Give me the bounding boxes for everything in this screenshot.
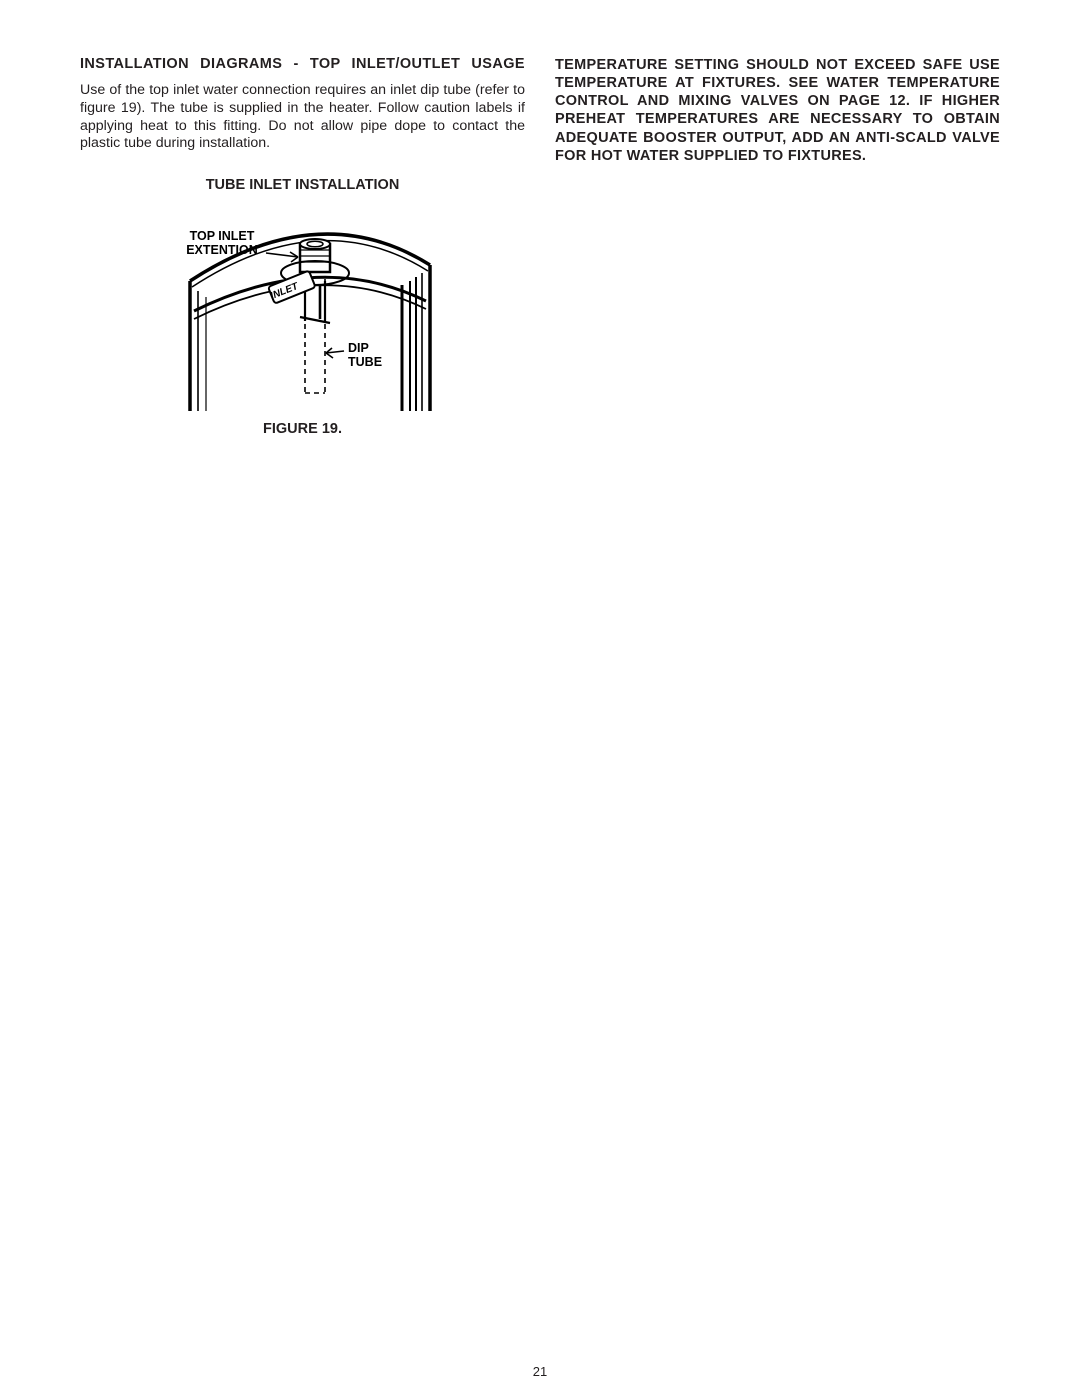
label-line-1: TOP INLET: [190, 229, 255, 243]
label-dip-2: TUBE: [348, 355, 382, 369]
section-heading: INSTALLATION DIAGRAMS - TOP INLET/OUTLET…: [80, 56, 525, 72]
label-dip-tube: DIP TUBE: [348, 341, 382, 370]
left-column: INSTALLATION DIAGRAMS - TOP INLET/OUTLET…: [80, 56, 525, 452]
right-column: TEMPERATURE SETTING SHOULD NOT EXCEED SA…: [555, 56, 1000, 452]
figure-19: TOP INLET EXTENTION DIP TUBE INLET FIGUR…: [80, 201, 525, 437]
label-line-2: EXTENTION: [186, 243, 258, 257]
tank-diagram: TOP INLET EXTENTION DIP TUBE INLET: [170, 201, 435, 411]
page: INSTALLATION DIAGRAMS - TOP INLET/OUTLET…: [0, 0, 1080, 1397]
figure-title: TUBE INLET INSTALLATION: [80, 177, 525, 193]
temperature-warning: TEMPERATURE SETTING SHOULD NOT EXCEED SA…: [555, 56, 1000, 165]
two-column-layout: INSTALLATION DIAGRAMS - TOP INLET/OUTLET…: [80, 56, 1000, 452]
figure-caption: FIGURE 19.: [80, 421, 525, 437]
label-top-inlet-extention: TOP INLET EXTENTION: [182, 229, 262, 258]
intro-paragraph: Use of the top inlet water connection re…: [80, 82, 525, 153]
page-number: 21: [0, 1364, 1080, 1379]
label-dip-1: DIP: [348, 341, 369, 355]
